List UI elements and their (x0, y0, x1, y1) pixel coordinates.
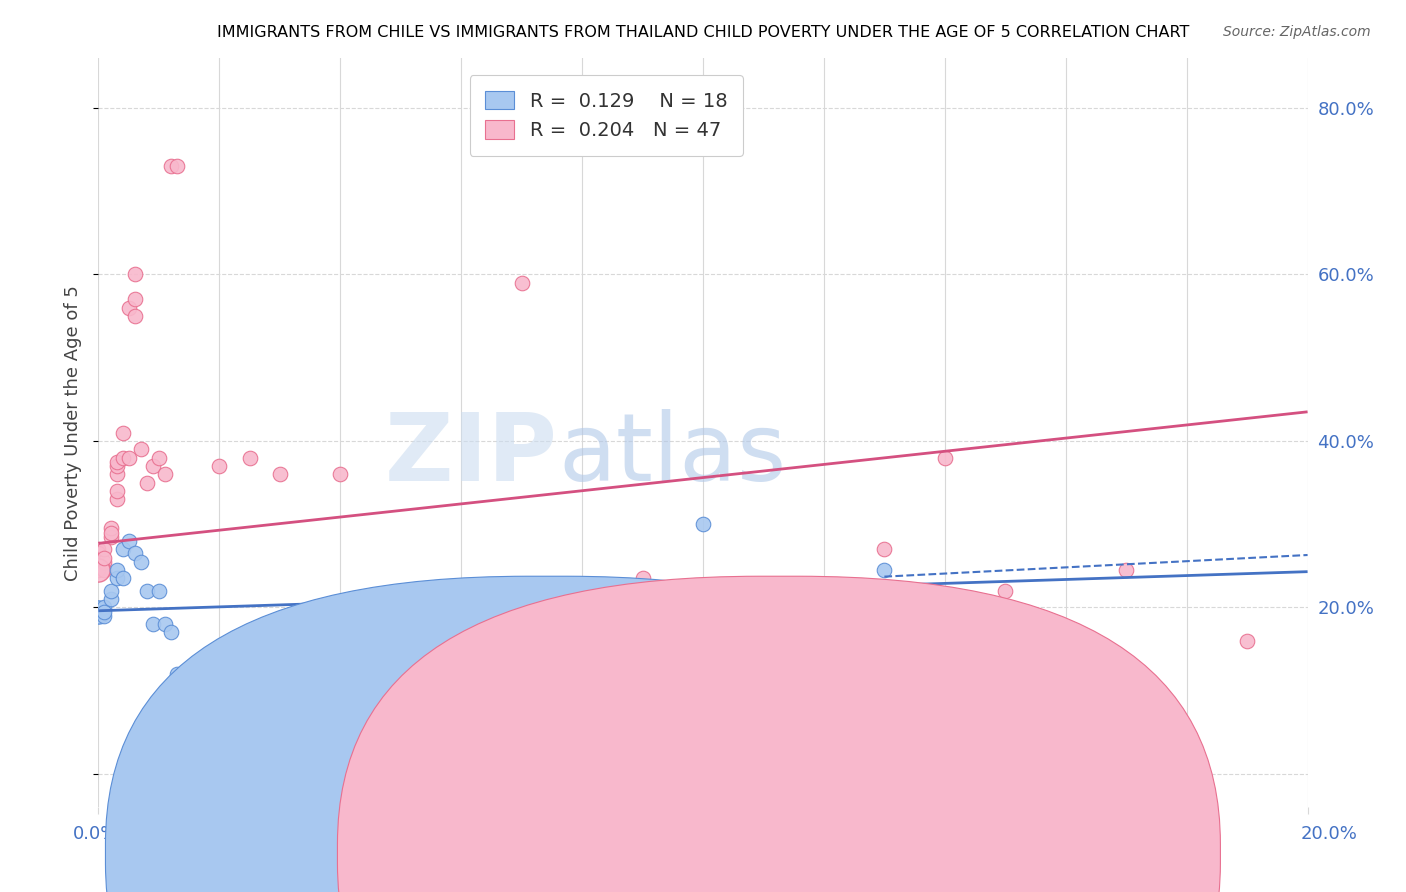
Y-axis label: Child Poverty Under the Age of 5: Child Poverty Under the Age of 5 (65, 285, 83, 581)
Point (208, 458, 231, 473)
Point (124, 293, 146, 307)
Point (124, 309, 146, 323)
Point (124, 268, 146, 282)
Point (873, 542, 896, 557)
Point (93, 563, 115, 577)
Point (166, 159, 188, 173)
Text: Source: ZipAtlas.com: Source: ZipAtlas.com (1223, 25, 1371, 39)
Point (160, 159, 183, 173)
Point (1115, 563, 1137, 577)
Point (105, 492, 128, 507)
Point (934, 450, 956, 465)
Point (87, 546, 110, 560)
Point (87, 563, 110, 577)
Point (124, 546, 146, 560)
Point (135, 583, 157, 598)
Point (166, 667, 188, 681)
Point (93, 550, 115, 565)
Point (510, 276, 533, 290)
Text: 20.0%: 20.0% (1301, 825, 1357, 843)
Point (105, 467, 128, 482)
Point (87, 605, 110, 619)
Point (87, 563, 110, 577)
Point (129, 555, 152, 569)
Point (752, 617, 775, 632)
Text: 0.0%: 0.0% (73, 825, 118, 843)
Point (148, 450, 170, 465)
Point (93, 542, 115, 557)
Point (389, 600, 412, 615)
Point (87, 542, 110, 557)
Text: ZIP: ZIP (385, 409, 558, 501)
Point (692, 517, 714, 532)
Point (239, 450, 262, 465)
Point (105, 458, 128, 473)
Point (111, 425, 134, 440)
Point (142, 458, 165, 473)
Point (111, 542, 134, 557)
Text: Immigrants from Chile: Immigrants from Chile (583, 843, 785, 861)
Point (142, 617, 165, 632)
Point (105, 571, 128, 585)
Point (100, 592, 122, 607)
Text: Immigrants from Thailand: Immigrants from Thailand (808, 843, 1043, 861)
Point (179, 717, 201, 731)
Point (269, 467, 291, 482)
Point (105, 455, 128, 469)
Point (329, 467, 352, 482)
Point (1236, 633, 1258, 648)
Point (100, 525, 122, 540)
Point (100, 583, 122, 598)
Point (994, 583, 1017, 598)
Point (129, 442, 152, 457)
Point (100, 530, 122, 544)
Text: IMMIGRANTS FROM CHILE VS IMMIGRANTS FROM THAILAND CHILD POVERTY UNDER THE AGE OF: IMMIGRANTS FROM CHILE VS IMMIGRANTS FROM… (217, 25, 1189, 40)
Point (118, 533, 141, 548)
Point (93, 600, 115, 615)
Point (105, 563, 128, 577)
Point (118, 450, 141, 465)
Point (111, 571, 134, 585)
Point (111, 450, 134, 465)
Point (389, 600, 412, 615)
Point (105, 483, 128, 498)
Point (160, 625, 183, 640)
Point (153, 467, 176, 482)
Point (631, 571, 654, 585)
Point (100, 521, 122, 535)
Text: atlas: atlas (558, 409, 786, 501)
Point (148, 583, 170, 598)
Point (153, 617, 176, 632)
Point (118, 301, 141, 315)
Point (93, 555, 115, 569)
Point (135, 475, 157, 490)
Point (873, 563, 896, 577)
Point (93, 605, 115, 619)
Legend: R =  0.129    N = 18, R =  0.204   N = 47: R = 0.129 N = 18, R = 0.204 N = 47 (470, 75, 742, 156)
Point (93, 608, 115, 623)
